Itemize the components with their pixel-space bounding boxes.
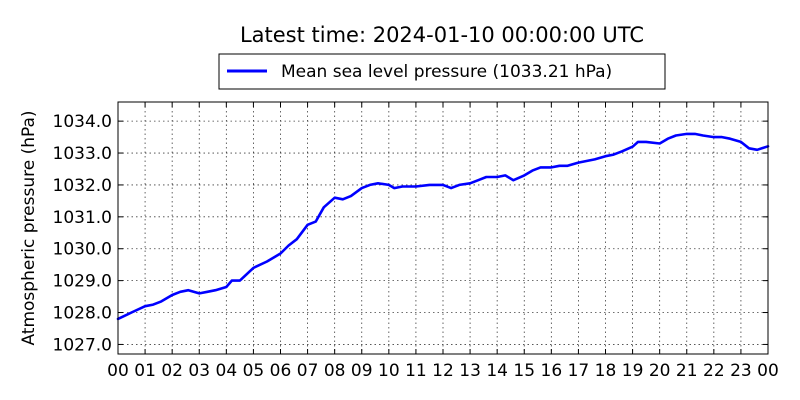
x-tick-label: 10 [378, 361, 400, 381]
x-tick-label: 00 [757, 361, 779, 381]
x-tick-label: 17 [568, 361, 590, 381]
legend: Mean sea level pressure (1033.21 hPa) [218, 53, 666, 90]
axis-ticks [117, 102, 769, 354]
x-tick-label: 02 [161, 361, 183, 381]
x-tick-label: 18 [595, 361, 617, 381]
x-tick-label: 21 [676, 361, 698, 381]
x-tick-label: 05 [243, 361, 265, 381]
series-line-mslp [116, 132, 770, 321]
grid-lines [118, 102, 768, 354]
x-tick-label: 09 [351, 361, 373, 381]
y-tick-label: 1029.0 [53, 272, 112, 292]
x-tick-label: 07 [297, 361, 319, 381]
legend-box [218, 53, 666, 90]
x-tick-label: 16 [541, 361, 563, 381]
x-tick-label: 19 [622, 361, 644, 381]
x-tick-label: 13 [459, 361, 481, 381]
y-tick-label: 1033.0 [53, 144, 112, 164]
x-tick-label: 22 [703, 361, 725, 381]
x-tick-labels: 00 01 02 03 04 05 06 07 08 09 10 11 12 13 14 15 16 17 18 19… [107, 361, 779, 381]
x-tick-label: 20 [649, 361, 671, 381]
y-tick-label: 1027.0 [53, 335, 112, 355]
y-tick-labels: 1027.0 1028.0 1029.0 1030.0 1031.0 1032.0 1033… [53, 112, 112, 355]
x-tick-label: 01 [134, 361, 156, 381]
x-tick-label: 15 [513, 361, 535, 381]
x-tick-label: 00 [107, 361, 129, 381]
x-tick-label: 04 [216, 361, 238, 381]
y-tick-label: 1028.0 [53, 304, 112, 324]
x-tick-label: 08 [324, 361, 346, 381]
x-tick-label: 06 [270, 361, 292, 381]
x-tick-label: 03 [188, 361, 210, 381]
x-tick-label: 14 [486, 361, 508, 381]
y-tick-label: 1031.0 [53, 208, 112, 228]
x-tick-label: 23 [730, 361, 752, 381]
chart-title: Latest time: 2024-01-10 00:00:00 UTC [240, 23, 644, 47]
x-tick-label: 11 [405, 361, 427, 381]
x-tick-label: 12 [432, 361, 454, 381]
series-layer [116, 132, 770, 321]
legend-label: Mean sea level pressure (1033.21 hPa) [281, 62, 612, 82]
y-axis-label: Atmospheric pressure (hPa) [19, 110, 39, 345]
y-tick-label: 1032.0 [53, 176, 112, 196]
y-tick-label: 1034.0 [53, 112, 112, 132]
y-tick-label: 1030.0 [53, 240, 112, 260]
